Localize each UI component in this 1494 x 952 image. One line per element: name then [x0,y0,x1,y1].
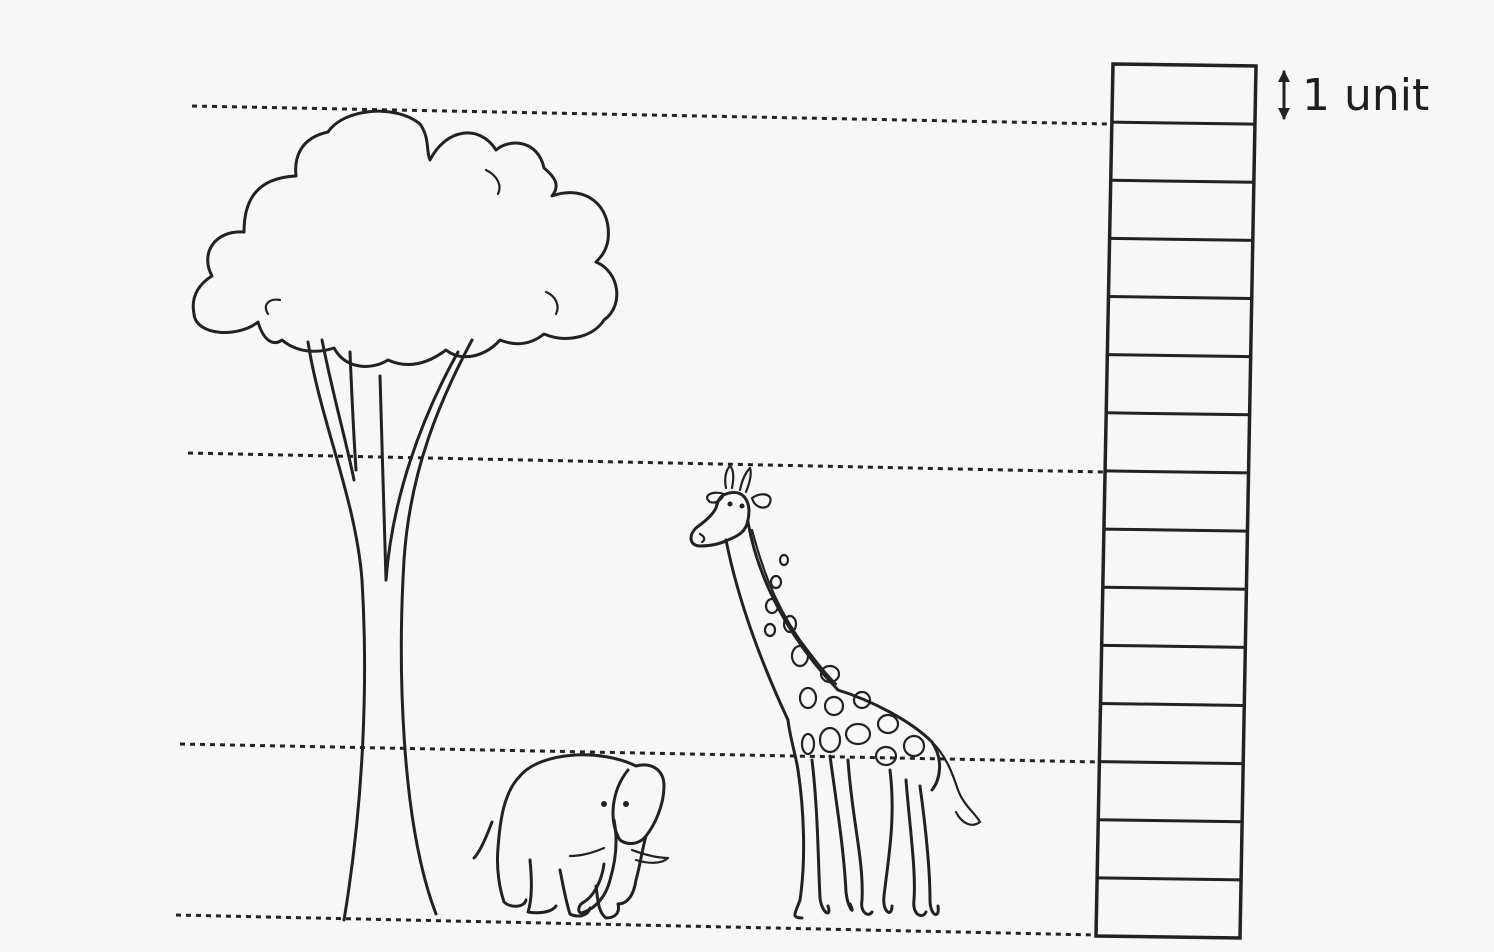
ruler-division [1111,120,1255,126]
ruler-division [1105,469,1249,475]
ruler-division [1110,178,1254,184]
tree-drawing [191,109,619,922]
ruler-division [1098,818,1243,824]
ruler-division [1108,295,1252,301]
ruler-outline [1094,62,1258,940]
ruler-division [1100,701,1245,707]
ruler-division [1106,411,1250,417]
unit-ruler [1094,62,1258,940]
tree-trunk [306,340,367,922]
ruler-division [1102,585,1247,591]
unit-label: 1 unit [1302,70,1430,121]
giraffe-drawing [689,464,982,920]
ruler-division [1107,353,1251,359]
elephant-drawing [472,753,670,920]
ruler-division [1109,236,1253,242]
ruler-division [1097,876,1242,882]
unit-arrow-icon [1278,70,1290,120]
tree-top-line [191,104,1109,126]
ruler-division [1101,643,1246,649]
tree-canopy [191,109,619,368]
ruler-division [1099,760,1244,766]
giraffe-top-line [187,451,1105,474]
ruler-division [1103,527,1248,533]
reference-lines [175,104,1109,937]
ground-line [175,913,1097,937]
elephant-top-line [179,742,1101,764]
